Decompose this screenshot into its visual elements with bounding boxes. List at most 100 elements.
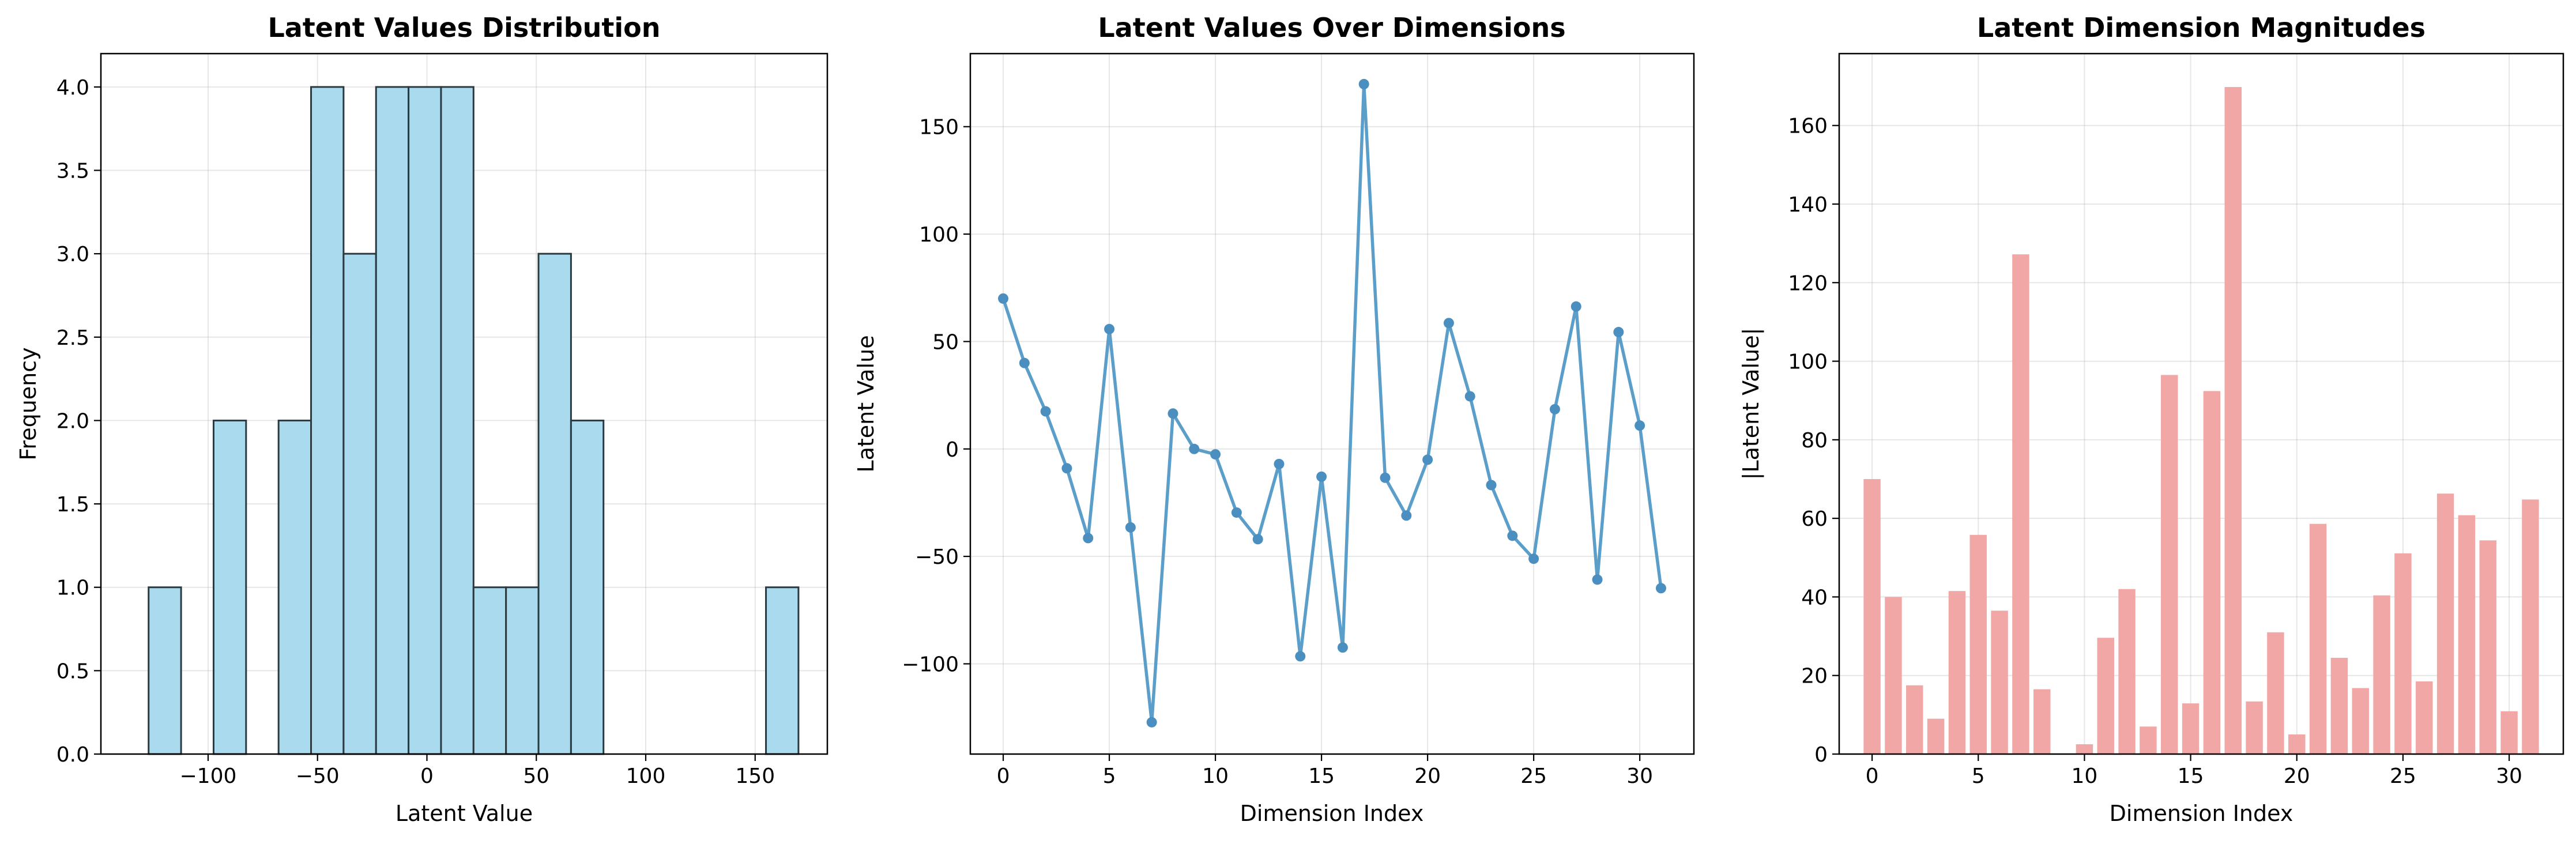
magnitude-bar bbox=[2352, 688, 2369, 754]
y-tick-label: 2.5 bbox=[57, 326, 89, 350]
magnitude-bar bbox=[2522, 499, 2539, 754]
x-tick-label: 0 bbox=[1866, 764, 1879, 788]
y-tick-label: 3.0 bbox=[57, 243, 89, 266]
x-tick-label: 0 bbox=[997, 764, 1010, 788]
y-tick-label: 2.0 bbox=[57, 409, 89, 433]
bar-y-axis-label: |Latent Value| bbox=[1738, 328, 1764, 480]
magnitude-bar bbox=[2033, 689, 2051, 754]
histogram-panel: −100 −50 0 50 100 150 0.0 0.5 1.0 1.5 2.0 2.5 3.0 3.5… bbox=[16, 12, 828, 826]
histogram-bar bbox=[537, 253, 572, 755]
data-point bbox=[1422, 454, 1433, 465]
y-tick-label: −50 bbox=[915, 545, 959, 569]
histogram-bar bbox=[570, 419, 605, 755]
x-tick-label: 15 bbox=[1308, 764, 1335, 788]
x-tick-label: −50 bbox=[296, 764, 340, 788]
y-tick-label: 4.0 bbox=[57, 76, 89, 100]
data-point bbox=[1061, 463, 1072, 474]
bar-bars bbox=[1863, 86, 2539, 755]
magnitude-bar bbox=[1969, 534, 1987, 754]
magnitude-bar bbox=[2436, 493, 2454, 754]
magnitude-bar bbox=[2373, 595, 2390, 754]
histogram-bar bbox=[440, 86, 474, 755]
x-tick-label: 25 bbox=[2390, 764, 2416, 788]
x-tick-label: 10 bbox=[1202, 764, 1229, 788]
x-tick-label: 25 bbox=[1520, 764, 1547, 788]
x-tick-label: 30 bbox=[1626, 764, 1653, 788]
data-point bbox=[1146, 717, 1157, 728]
data-point bbox=[1189, 443, 1200, 454]
line-series bbox=[998, 78, 1666, 728]
histogram-bar bbox=[212, 419, 247, 755]
x-tick-label: 20 bbox=[1414, 764, 1441, 788]
histogram-bar bbox=[375, 86, 410, 755]
y-tick-label: 3.5 bbox=[57, 160, 89, 183]
magnitude-bar bbox=[2330, 658, 2348, 754]
magnitude-bar bbox=[2097, 638, 2114, 754]
line-ticks: 0 5 10 15 20 25 30 −100 −50 0 50 100 150 bbox=[902, 116, 1653, 788]
magnitude-bar bbox=[2012, 254, 2029, 754]
data-point bbox=[1571, 301, 1581, 312]
magnitude-bar bbox=[1906, 685, 1923, 754]
magnitude-bar bbox=[2394, 553, 2412, 754]
y-tick-label: 0 bbox=[946, 438, 959, 462]
x-tick-label: 30 bbox=[2496, 764, 2522, 788]
data-point bbox=[1635, 420, 1645, 431]
line-title: Latent Values Over Dimensions bbox=[1098, 12, 1565, 43]
data-point bbox=[1549, 404, 1560, 415]
histogram-axes-frame bbox=[100, 52, 828, 755]
magnitude-bar bbox=[2161, 375, 2178, 754]
magnitude-bar bbox=[2458, 515, 2476, 754]
magnitude-bar bbox=[2182, 703, 2200, 754]
y-tick-label: 120 bbox=[1788, 272, 1828, 295]
magnitude-bar bbox=[2416, 681, 2433, 754]
data-point bbox=[1316, 471, 1327, 482]
x-tick-label: 5 bbox=[1972, 764, 1985, 788]
magnitude-bar bbox=[2500, 711, 2518, 754]
line-x-axis-label: Dimension Index bbox=[1240, 801, 1424, 826]
data-point bbox=[1592, 574, 1603, 585]
histogram-bar bbox=[408, 86, 442, 755]
magnitude-bar bbox=[2246, 701, 2263, 754]
y-tick-label: 100 bbox=[919, 223, 959, 247]
series-line bbox=[1001, 82, 1663, 724]
magnitude-bar bbox=[1948, 591, 1966, 754]
bar-ticks: 0 5 10 15 20 25 30 0 20 40 60 80 100 120 140 160 bbox=[1788, 115, 2522, 788]
magnitude-bar bbox=[1927, 718, 1945, 754]
y-tick-label: 0.0 bbox=[57, 743, 89, 767]
x-tick-label: 15 bbox=[2178, 764, 2204, 788]
data-point bbox=[1210, 449, 1221, 460]
data-point bbox=[1274, 458, 1285, 469]
histogram-bar bbox=[505, 586, 540, 755]
y-tick-label: 40 bbox=[1801, 586, 1828, 609]
data-point bbox=[1231, 507, 1242, 518]
y-tick-label: 0.5 bbox=[57, 660, 89, 683]
y-tick-label: 160 bbox=[1788, 115, 1828, 138]
magnitude-bar bbox=[2479, 540, 2496, 754]
data-point bbox=[1380, 472, 1391, 483]
magnitude-bar bbox=[2309, 523, 2327, 754]
y-tick-label: 0 bbox=[1814, 743, 1828, 767]
data-point bbox=[1464, 391, 1475, 402]
histogram-y-axis-label: Frequency bbox=[16, 347, 41, 460]
line-panel: 0 5 10 15 20 25 30 −100 −50 0 50 100 150 Latent Valu… bbox=[853, 12, 1695, 826]
data-point bbox=[1083, 533, 1094, 544]
histogram-bar bbox=[148, 586, 182, 755]
magnitude-bar bbox=[1863, 478, 1881, 754]
histogram-bar bbox=[277, 419, 312, 755]
magnitude-bar bbox=[1885, 597, 1902, 754]
data-point bbox=[1168, 408, 1178, 419]
data-point bbox=[1528, 553, 1539, 564]
y-tick-label: 20 bbox=[1801, 665, 1828, 688]
magnitude-bar bbox=[2288, 734, 2306, 754]
histogram-bar bbox=[472, 586, 507, 755]
y-tick-label: −100 bbox=[902, 653, 959, 676]
magnitude-bar bbox=[2224, 86, 2242, 755]
x-tick-label: 10 bbox=[2072, 764, 2098, 788]
x-tick-label: 0 bbox=[420, 764, 434, 788]
x-tick-label: 5 bbox=[1103, 764, 1116, 788]
data-point bbox=[1486, 480, 1497, 491]
y-tick-label: 100 bbox=[1788, 351, 1828, 374]
data-point bbox=[1125, 522, 1136, 533]
y-tick-label: 50 bbox=[932, 330, 959, 354]
data-point bbox=[1443, 318, 1454, 329]
